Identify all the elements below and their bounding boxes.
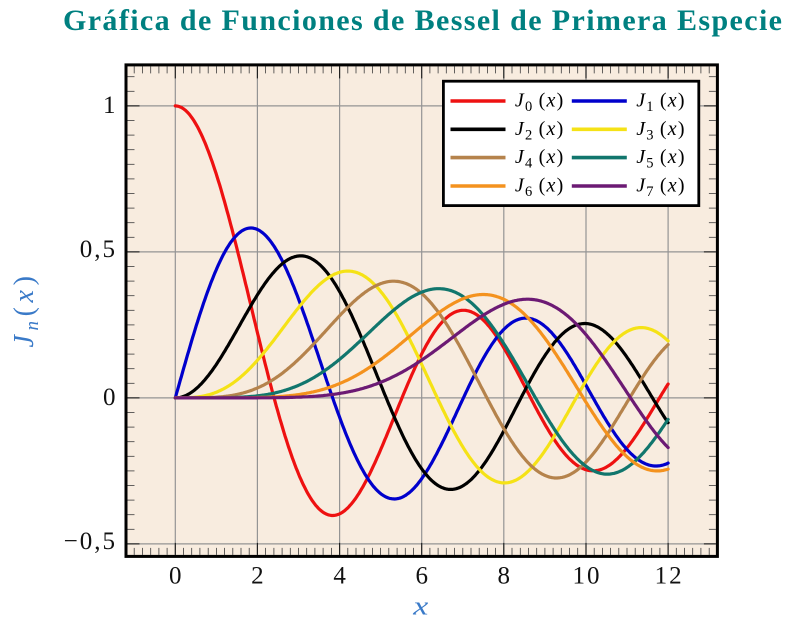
svg-text:J1 (x): J1 (x) bbox=[636, 90, 686, 116]
svg-text:J0 (x): J0 (x) bbox=[515, 90, 565, 116]
svg-text:J7 (x): J7 (x) bbox=[636, 175, 686, 201]
svg-text:Jn(x): Jn(x) bbox=[9, 271, 43, 347]
svg-text:0: 0 bbox=[169, 563, 182, 590]
svg-text:4: 4 bbox=[333, 563, 346, 590]
svg-text:2: 2 bbox=[251, 563, 264, 590]
svg-text:J6 (x): J6 (x) bbox=[515, 175, 565, 201]
svg-text:J5 (x): J5 (x) bbox=[636, 146, 686, 172]
svg-text:x: x bbox=[412, 591, 429, 620]
svg-text:10: 10 bbox=[573, 563, 602, 590]
svg-text:0,5: 0,5 bbox=[80, 236, 117, 263]
svg-text:0: 0 bbox=[103, 384, 116, 411]
svg-text:J2 (x): J2 (x) bbox=[515, 118, 565, 144]
svg-text:12: 12 bbox=[655, 563, 684, 590]
svg-text:J3 (x): J3 (x) bbox=[636, 118, 686, 144]
svg-text:−0,5: −0,5 bbox=[64, 528, 117, 555]
svg-text:1: 1 bbox=[103, 92, 116, 119]
svg-text:J4 (x): J4 (x) bbox=[515, 146, 565, 172]
svg-text:6: 6 bbox=[415, 563, 428, 590]
svg-text:Gráfica de Funciones de Bessel: Gráfica de Funciones de Bessel de Primer… bbox=[63, 4, 782, 37]
svg-text:8: 8 bbox=[498, 563, 511, 590]
